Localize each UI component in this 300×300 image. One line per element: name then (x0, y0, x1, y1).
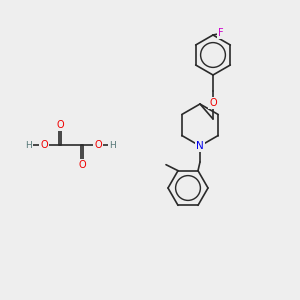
Text: O: O (94, 140, 102, 150)
Text: O: O (56, 120, 64, 130)
Text: O: O (40, 140, 48, 150)
Text: O: O (78, 160, 86, 170)
Text: F: F (218, 28, 224, 38)
Text: H: H (26, 140, 32, 149)
Text: O: O (209, 98, 217, 108)
Text: H: H (109, 140, 116, 149)
Text: N: N (196, 141, 204, 151)
